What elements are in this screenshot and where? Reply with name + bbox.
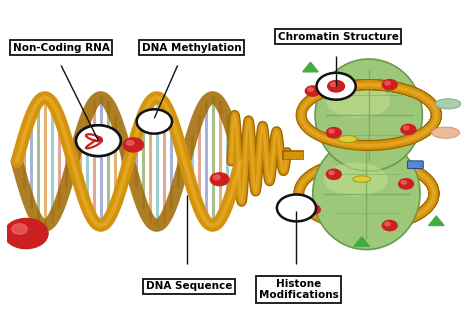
Circle shape: [326, 128, 341, 138]
Circle shape: [382, 220, 397, 231]
Circle shape: [305, 86, 320, 96]
Circle shape: [76, 125, 121, 156]
Circle shape: [308, 206, 313, 210]
Polygon shape: [303, 62, 318, 72]
Circle shape: [127, 141, 134, 145]
Circle shape: [277, 194, 316, 221]
Circle shape: [76, 125, 121, 156]
Circle shape: [308, 88, 313, 91]
Polygon shape: [354, 237, 370, 246]
Ellipse shape: [435, 99, 461, 109]
Circle shape: [210, 173, 229, 186]
Text: Non-Coding RNA: Non-Coding RNA: [13, 43, 110, 53]
Text: DNA Sequence: DNA Sequence: [146, 281, 232, 291]
Circle shape: [403, 126, 408, 130]
Circle shape: [146, 112, 155, 118]
Ellipse shape: [313, 138, 420, 250]
Circle shape: [401, 124, 416, 135]
Circle shape: [316, 73, 356, 100]
Circle shape: [329, 129, 334, 133]
Text: Chromatin Structure: Chromatin Structure: [278, 32, 399, 42]
Circle shape: [214, 175, 220, 180]
Circle shape: [142, 109, 166, 126]
Circle shape: [329, 171, 334, 174]
Ellipse shape: [432, 127, 460, 138]
Circle shape: [326, 169, 341, 180]
Circle shape: [123, 138, 143, 152]
Ellipse shape: [285, 207, 299, 213]
Circle shape: [385, 222, 390, 226]
Text: DNA Methylation: DNA Methylation: [142, 43, 241, 53]
Ellipse shape: [338, 136, 357, 143]
Circle shape: [305, 204, 320, 215]
Circle shape: [401, 181, 407, 184]
Polygon shape: [428, 216, 444, 225]
FancyBboxPatch shape: [408, 161, 423, 169]
Circle shape: [399, 179, 413, 189]
Circle shape: [382, 79, 397, 90]
Circle shape: [4, 218, 48, 249]
FancyBboxPatch shape: [283, 201, 294, 207]
Ellipse shape: [353, 176, 370, 182]
Text: Histone
Modifications: Histone Modifications: [259, 279, 339, 300]
Ellipse shape: [326, 84, 390, 118]
Circle shape: [331, 82, 336, 87]
Circle shape: [12, 224, 27, 234]
Ellipse shape: [315, 59, 422, 171]
Circle shape: [137, 109, 172, 134]
Polygon shape: [296, 201, 308, 209]
Circle shape: [385, 81, 390, 85]
Circle shape: [328, 80, 344, 92]
Ellipse shape: [323, 163, 388, 196]
